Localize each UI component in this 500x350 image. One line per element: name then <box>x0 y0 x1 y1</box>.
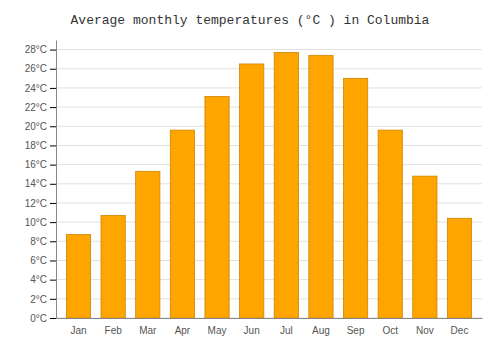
x-tick-label: May <box>208 325 227 336</box>
x-tick: Mar <box>139 325 157 336</box>
grid-line <box>56 87 482 88</box>
y-tick-mark <box>50 203 56 204</box>
y-tick: 22°C <box>25 102 56 113</box>
y-tick: 28°C <box>25 44 56 55</box>
y-tick: 24°C <box>25 83 56 94</box>
x-tick-label: Feb <box>105 325 123 336</box>
bar <box>378 130 402 318</box>
x-tick-label: Oct <box>382 325 398 336</box>
bar <box>240 64 264 318</box>
y-tick-label: 4°C <box>30 274 47 285</box>
y-tick-label: 14°C <box>25 178 47 189</box>
y-tick-mark <box>50 107 56 108</box>
y-tick: 12°C <box>25 198 56 209</box>
y-tick-mark <box>50 165 56 166</box>
y-tick-mark <box>50 126 56 127</box>
grid-line <box>56 107 482 108</box>
bar <box>101 215 125 318</box>
bar <box>66 235 90 318</box>
y-tick-mark <box>50 241 56 242</box>
x-tick: Aug <box>312 325 330 336</box>
y-tick-label: 28°C <box>25 44 47 55</box>
x-tick-label: Jan <box>70 325 86 336</box>
y-tick-label: 6°C <box>30 255 47 266</box>
y-tick-mark <box>50 299 56 300</box>
y-tick-mark <box>50 318 56 319</box>
bar <box>413 176 437 318</box>
y-tick-mark <box>50 280 56 281</box>
bars <box>66 52 471 318</box>
bar <box>309 55 333 318</box>
y-tick: 20°C <box>25 121 56 132</box>
bar <box>274 52 298 318</box>
x-tick-label: Sep <box>347 325 365 336</box>
x-tick-label: Jul <box>280 325 293 336</box>
bar <box>136 171 160 318</box>
y-axis: 0°C 2°C 4°C 6°C 8°C 10°C 12°C 14°C 16°C 18°C 20°C 2… <box>25 41 57 324</box>
grid-line <box>56 164 482 165</box>
bar <box>205 97 229 318</box>
y-tick: 18°C <box>25 140 56 151</box>
y-tick-mark <box>50 184 56 185</box>
x-tick: Apr <box>175 325 191 336</box>
x-tick: Nov <box>416 325 434 336</box>
x-tick: Oct <box>382 325 398 336</box>
x-tick-label: Nov <box>416 325 434 336</box>
y-tick-label: 20°C <box>25 121 47 132</box>
x-tick: May <box>208 325 227 336</box>
x-tick: Jan <box>70 325 86 336</box>
bar <box>447 218 471 318</box>
y-tick: 16°C <box>25 159 56 170</box>
y-tick-label: 0°C <box>30 313 47 324</box>
y-tick-label: 8°C <box>30 236 47 247</box>
y-tick-mark <box>50 260 56 261</box>
y-tick-label: 22°C <box>25 102 47 113</box>
y-tick-label: 10°C <box>25 217 47 228</box>
x-tick: Sep <box>347 325 365 336</box>
grid <box>56 50 482 318</box>
grid-line <box>56 126 482 127</box>
chart-container: 0°C 2°C 4°C 6°C 8°C 10°C 12°C 14°C 16°C 18°C 20°C 2… <box>0 0 500 350</box>
y-tick-mark <box>50 145 56 146</box>
y-tick: 10°C <box>25 217 56 228</box>
bar <box>170 130 194 318</box>
x-tick-label: Apr <box>175 325 191 336</box>
y-tick-mark <box>50 88 56 89</box>
x-tick: Feb <box>105 325 123 336</box>
x-axis-line <box>57 318 483 319</box>
y-tick-label: 24°C <box>25 83 47 94</box>
y-tick: 0°C <box>30 313 56 324</box>
chart-title: Average monthly temperatures (°C ) in Co… <box>71 13 430 28</box>
y-tick-mark <box>50 69 56 70</box>
y-tick-label: 26°C <box>25 63 47 74</box>
grid-line <box>56 145 482 146</box>
y-tick-label: 2°C <box>30 294 47 305</box>
x-axis: Jan Feb Mar Apr May Jun Jul Aug Sep Oct Nov Dec <box>57 319 483 337</box>
grid-line <box>56 49 482 50</box>
bar <box>343 78 367 318</box>
y-tick: 4°C <box>30 274 56 285</box>
x-tick-label: Aug <box>312 325 330 336</box>
x-tick-label: Mar <box>139 325 157 336</box>
y-tick: 2°C <box>30 294 56 305</box>
y-axis-line <box>56 41 57 319</box>
y-tick: 26°C <box>25 63 56 74</box>
y-tick-label: 16°C <box>25 159 47 170</box>
plot-area: 0°C 2°C 4°C 6°C 8°C 10°C 12°C 14°C 16°C 18°C 20°C 2… <box>25 41 483 337</box>
y-tick-label: 12°C <box>25 198 47 209</box>
y-tick: 14°C <box>25 178 56 189</box>
chart-svg: 0°C 2°C 4°C 6°C 8°C 10°C 12°C 14°C 16°C 18°C 20°C 2… <box>0 0 500 350</box>
grid-line <box>56 68 482 69</box>
y-tick-mark <box>50 222 56 223</box>
y-tick-mark <box>50 50 56 51</box>
y-tick: 8°C <box>30 236 56 247</box>
x-tick-label: Dec <box>451 325 469 336</box>
x-tick-label: Jun <box>244 325 260 336</box>
y-tick: 6°C <box>30 255 56 266</box>
y-tick-label: 18°C <box>25 140 47 151</box>
x-tick: Jun <box>244 325 260 336</box>
x-tick: Jul <box>280 325 293 336</box>
x-tick: Dec <box>451 325 469 336</box>
